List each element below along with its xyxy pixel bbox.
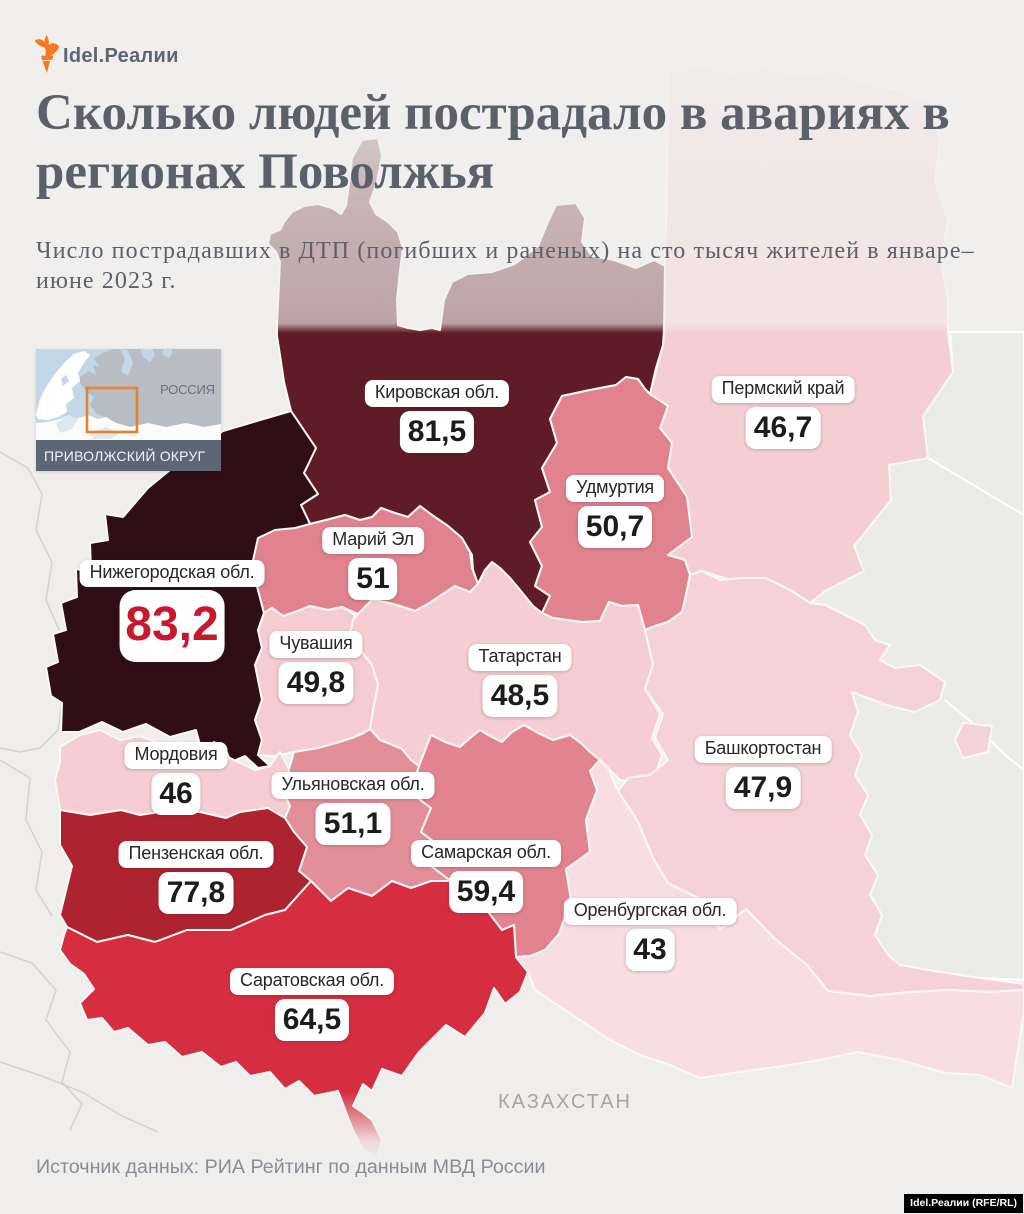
svg-text:РОССИЯ: РОССИЯ <box>160 382 215 397</box>
